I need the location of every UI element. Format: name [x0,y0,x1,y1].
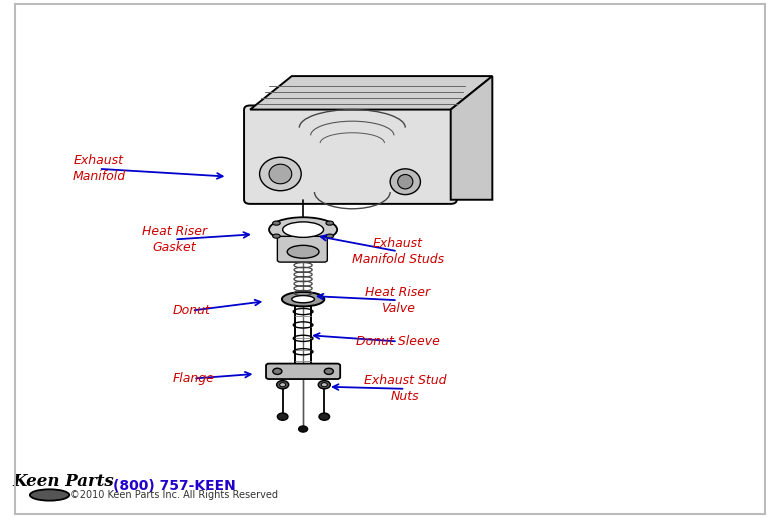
Text: Keen Parts: Keen Parts [12,473,114,490]
Ellipse shape [273,368,282,375]
Ellipse shape [287,246,319,258]
Ellipse shape [390,169,420,195]
Text: Exhaust
Manifold Studs: Exhaust Manifold Studs [352,237,444,266]
FancyBboxPatch shape [277,236,327,262]
Ellipse shape [273,221,280,225]
Ellipse shape [299,426,308,432]
Text: Flange: Flange [172,372,214,385]
Ellipse shape [324,368,333,375]
Ellipse shape [276,381,289,389]
Ellipse shape [30,490,69,500]
Text: ©2010 Keen Parts Inc. All Rights Reserved: ©2010 Keen Parts Inc. All Rights Reserve… [70,490,279,500]
Text: Exhaust Stud
Nuts: Exhaust Stud Nuts [364,375,447,404]
Text: Exhaust
Manifold: Exhaust Manifold [72,154,126,183]
Ellipse shape [398,175,413,189]
Text: (800) 757-KEEN: (800) 757-KEEN [113,479,236,493]
Ellipse shape [269,164,292,184]
Ellipse shape [292,296,314,303]
Text: Donut: Donut [173,304,211,317]
Text: Donut Sleeve: Donut Sleeve [356,335,440,348]
Ellipse shape [318,381,330,389]
Ellipse shape [326,234,333,238]
Ellipse shape [283,222,323,237]
Text: Heat Riser
Valve: Heat Riser Valve [365,286,430,315]
Ellipse shape [280,383,286,387]
Text: Heat Riser
Gasket: Heat Riser Gasket [142,225,207,254]
Ellipse shape [282,292,324,307]
Polygon shape [250,76,492,110]
FancyBboxPatch shape [244,106,457,204]
Ellipse shape [259,157,301,191]
Ellipse shape [326,221,333,225]
Ellipse shape [277,413,288,420]
Polygon shape [450,76,492,200]
Ellipse shape [319,413,330,420]
Ellipse shape [321,383,327,387]
Ellipse shape [269,217,337,242]
Ellipse shape [273,234,280,238]
FancyBboxPatch shape [266,364,340,379]
